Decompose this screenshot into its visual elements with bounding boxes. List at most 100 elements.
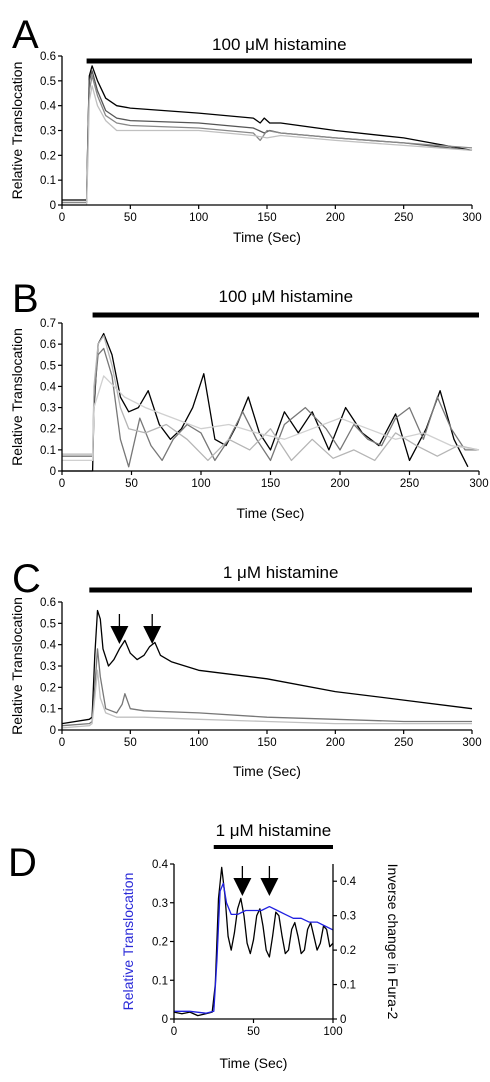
y-tick-label: 0.3 <box>40 403 56 415</box>
panel-label: C <box>12 557 41 601</box>
x-tick-label: 50 <box>124 737 137 749</box>
x-tick-label: 200 <box>326 737 345 749</box>
x-axis-label: Time (Sec) <box>233 229 301 245</box>
y-tick-label: 0.1 <box>40 704 56 716</box>
y-tick-label: 0.2 <box>152 937 168 949</box>
series-line-2 <box>61 648 472 727</box>
panel-a: A 100 μM histamine 0 50 100 150 200 250 300 0 0.1 0… <box>9 13 482 245</box>
panel-label: D <box>8 841 37 885</box>
y-tick-label: 0.6 <box>40 597 56 609</box>
x-tick-label: 250 <box>394 212 413 224</box>
stimulus-label: 1 μM histamine <box>223 563 339 582</box>
x-tick-label: 100 <box>189 212 208 224</box>
series-lines <box>173 866 334 1017</box>
x-tick-label: 300 <box>469 478 488 490</box>
arrow-marker <box>110 614 129 644</box>
series-line-2 <box>62 70 473 204</box>
x-tick-label: 0 <box>59 212 65 224</box>
stimulus-label: 1 μM histamine <box>216 821 332 840</box>
y-tick-label: 0.4 <box>40 640 57 652</box>
y-tick-label-right: 0.1 <box>340 980 356 992</box>
y-tick-label: 0 <box>50 200 56 212</box>
stimulus-bar <box>86 58 472 64</box>
y-axis-label: Relative Translocation <box>9 328 25 466</box>
panel-label: B <box>12 277 39 321</box>
y-tick-label: 0.3 <box>152 898 168 910</box>
y-tick-label-right: 0.3 <box>340 911 356 923</box>
arrow-head <box>233 878 252 896</box>
y-axis-label: Relative Translocation <box>9 597 25 735</box>
y-tick-label: 0 <box>50 466 56 478</box>
x-tick-label: 150 <box>257 212 276 224</box>
panel-label: A <box>12 13 39 57</box>
arrow-marker <box>233 866 252 896</box>
y-tick-label: 0.5 <box>40 76 56 88</box>
x-axis-label: Time (Sec) <box>220 1055 288 1071</box>
x-tick-label: 100 <box>191 478 210 490</box>
panel-b: B 100 μM histamine 0 50 100 150 200 250 300 0 0.1 0… <box>9 277 489 521</box>
series-line-2 <box>174 882 334 1014</box>
panel-c: C 1 μM histamine 0 50 100 150 200 250 300 0 0.1 0.2… <box>9 557 482 779</box>
x-tick-label: 0 <box>171 1026 177 1038</box>
series-line-1 <box>61 609 473 725</box>
x-tick-label: 200 <box>326 212 345 224</box>
y-tick-label: 0.3 <box>40 661 56 673</box>
y-tick-label: 0.2 <box>40 682 56 694</box>
x-axis-label: Time (Sec) <box>233 763 301 779</box>
x-tick-label: 150 <box>257 737 276 749</box>
series-line-1 <box>62 332 469 472</box>
x-tick-label: 250 <box>400 478 419 490</box>
x-tick-label: 250 <box>394 737 413 749</box>
axes <box>61 602 472 731</box>
y-tick-label: 0.5 <box>40 618 56 630</box>
arrow-head <box>110 626 129 644</box>
series-lines <box>62 332 480 472</box>
arrow-head <box>260 878 279 896</box>
x-tick-label: 50 <box>124 212 137 224</box>
x-tick-label: 100 <box>323 1026 342 1038</box>
x-tick-label: 100 <box>189 737 208 749</box>
y-tick-label: 0.1 <box>40 445 56 457</box>
y-tick-label: 0.4 <box>40 101 57 113</box>
x-tick-label: 300 <box>462 737 481 749</box>
x-tick-label: 0 <box>59 737 65 749</box>
y-tick-label: 0 <box>50 725 56 737</box>
arrow-marker <box>143 614 162 644</box>
y-axis-label: Relative Translocation <box>9 62 25 200</box>
stimulus-bar <box>92 312 479 318</box>
y-axis-label: Relative Translocation <box>120 873 136 1011</box>
y-tick-label: 0.4 <box>152 859 169 871</box>
series-line-3 <box>62 335 480 462</box>
arrow-marker <box>260 866 279 896</box>
x-tick-label: 50 <box>125 478 138 490</box>
y-tick-label: 0.4 <box>40 381 57 393</box>
series-line-1 <box>62 65 473 201</box>
y-tick-label-right: 0 <box>340 1014 346 1026</box>
y-tick-label: 0.5 <box>40 360 56 372</box>
y-tick-label: 0 <box>162 1014 168 1026</box>
x-axis-label: Time (Sec) <box>237 505 305 521</box>
series-line-4 <box>62 85 473 206</box>
y-tick-label: 0.1 <box>152 975 168 987</box>
y-tick-label: 0.6 <box>40 339 56 351</box>
stimulus-bar <box>213 845 333 849</box>
y-tick-label: 0.2 <box>40 424 56 436</box>
y-tick-label: 0.1 <box>40 175 56 187</box>
stimulus-label: 100 μM histamine <box>219 287 354 306</box>
x-tick-label: 50 <box>247 1026 260 1038</box>
series-line-1 <box>173 866 334 1017</box>
y-tick-label: 0.7 <box>40 318 56 330</box>
x-tick-label: 0 <box>59 478 65 490</box>
y-axis-label-right: Inverse change in Fura-2 <box>385 864 401 1020</box>
x-tick-label: 200 <box>330 478 349 490</box>
series-line-2 <box>62 347 479 468</box>
y-tick-label: 0.3 <box>40 126 56 138</box>
series-lines <box>61 609 473 729</box>
series-line-3 <box>61 669 472 729</box>
y-tick-label-right: 0.2 <box>340 945 356 957</box>
stimulus-bar <box>89 587 472 593</box>
y-tick-label-right: 0.4 <box>340 876 357 888</box>
series-lines <box>62 65 473 206</box>
